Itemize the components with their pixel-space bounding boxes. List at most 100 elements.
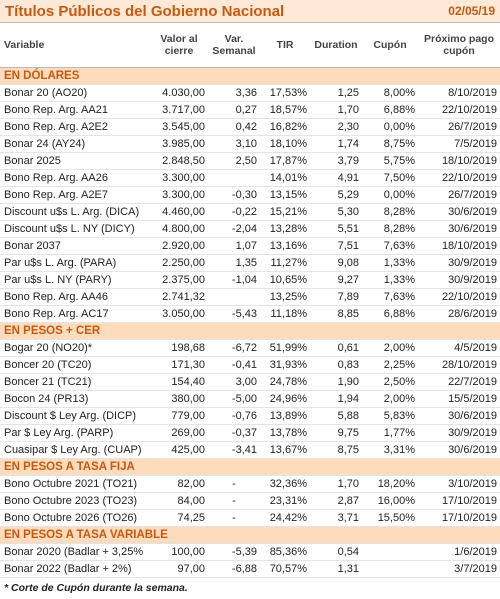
- cell: 1/6/2019: [418, 543, 500, 561]
- data-row: Bono Rep. Arg. AA21 3.717,00 0,27 18,57% 1,7…: [0, 101, 500, 119]
- bond-name: Par u$s L. NY (PARY): [0, 271, 150, 289]
- cell: 30/9/2019: [418, 424, 500, 442]
- cell: 28/6/2019: [418, 305, 500, 323]
- cell: 16,00%: [362, 492, 418, 510]
- cell: 7/5/2019: [418, 135, 500, 153]
- cell: 269,00: [150, 424, 208, 442]
- cell: 8,75%: [362, 135, 418, 153]
- cell: 1,33%: [362, 254, 418, 272]
- data-row: Bono Rep. Arg. A2E7 3.300,00 -0,30 13,15% 5,…: [0, 186, 500, 204]
- cell: 2.250,00: [150, 254, 208, 272]
- cell: 0,00%: [362, 186, 418, 204]
- data-row: Boncer 21 (TC21) 154,40 3,00 24,78% 1,90 2,50…: [0, 373, 500, 391]
- cell: 16,82%: [260, 118, 310, 136]
- cell: 3/10/2019: [418, 475, 500, 493]
- cell: -5,43: [208, 305, 260, 323]
- bond-name: Bono Octubre 2023 (TO23): [0, 492, 150, 510]
- cell: 13,78%: [260, 424, 310, 442]
- data-row: Bocon 24 (PR13) 380,00 -5,00 24,96% 1,94 2,00…: [0, 390, 500, 408]
- cell: 6,88%: [362, 101, 418, 119]
- cell: 30/6/2019: [418, 407, 500, 425]
- data-row: Bonar 2037 2.920,00 1,07 13,16% 7,51 7,63% 18/…: [0, 237, 500, 255]
- bond-name: Par $ Ley Arg. (PARP): [0, 424, 150, 442]
- cell: 3,00: [208, 373, 260, 391]
- cell: -0,22: [208, 203, 260, 221]
- cell: 9,27: [310, 271, 362, 289]
- cell: 3.985,00: [150, 135, 208, 153]
- cell: 2,00%: [362, 390, 418, 408]
- column-header: Próximo pago cupón: [418, 22, 500, 68]
- column-header: Var. Semanal: [208, 22, 260, 68]
- cell: 3.300,00: [150, 186, 208, 204]
- data-row: Bono Octubre 2026 (TO26) 74,25-24,42% 3,71…: [0, 509, 500, 527]
- cell: 1,70: [310, 475, 362, 493]
- cell: 2,87: [310, 492, 362, 510]
- cell: 22/10/2019: [418, 101, 500, 119]
- cell: 22/10/2019: [418, 288, 500, 306]
- section-row: EN PESOS A TASA FIJA: [0, 458, 500, 476]
- cell: 3.050,00: [150, 305, 208, 323]
- cell: -: [208, 492, 260, 510]
- cell: -2,04: [208, 220, 260, 238]
- cell: 8/10/2019: [418, 84, 500, 102]
- cell: 1,90: [310, 373, 362, 391]
- data-row: Bonar 24 (AY24) 3.985,00 3,10 18,10% 1,74 8,7…: [0, 135, 500, 153]
- section-title: EN DÓLARES: [0, 67, 500, 85]
- cell: -5,39: [208, 543, 260, 561]
- cell: 32,36%: [260, 475, 310, 493]
- column-header: Variable: [0, 22, 150, 68]
- bond-name: Boncer 20 (TC20): [0, 356, 150, 374]
- cell: 22/7/2019: [418, 373, 500, 391]
- cell: 2,25%: [362, 356, 418, 374]
- cell: 2.920,00: [150, 237, 208, 255]
- cell: 6,88%: [362, 305, 418, 323]
- bond-name: Discount $ Ley Arg. (DICP): [0, 407, 150, 425]
- cell: 198,68: [150, 339, 208, 357]
- table-body: EN DÓLARES Bonar 20 (AO20) 4.030,00 3,36 17,…: [0, 67, 500, 578]
- cell: 2.375,00: [150, 271, 208, 289]
- cell: 30/9/2019: [418, 254, 500, 272]
- cell: 0,61: [310, 339, 362, 357]
- cell: -: [208, 475, 260, 493]
- bond-name: Bono Rep. Arg. AA26: [0, 169, 150, 187]
- cell: 14,01%: [260, 169, 310, 187]
- cell: 1,07: [208, 237, 260, 255]
- cell: 9,75: [310, 424, 362, 442]
- cell: 18,57%: [260, 101, 310, 119]
- cell: -5,00: [208, 390, 260, 408]
- cell: 1,74: [310, 135, 362, 153]
- cell: 2.848,50: [150, 152, 208, 170]
- cell: 0,42: [208, 118, 260, 136]
- cell: 0,00%: [362, 118, 418, 136]
- cell: 8,75: [310, 441, 362, 459]
- bond-name: Cuasipar $ Ley Arg. (CUAP): [0, 441, 150, 459]
- cell: 28/10/2019: [418, 356, 500, 374]
- cell: 18/10/2019: [418, 152, 500, 170]
- data-row: Discount $ Ley Arg. (DICP) 779,00 -0,76 13,…: [0, 407, 500, 425]
- title-bar: Títulos Públicos del Gobierno Nacional 0…: [0, 0, 500, 22]
- section-title: EN PESOS + CER: [0, 322, 500, 340]
- data-row: Bonar 2022 (Badlar + 2%) 97,00 -6,88 70,57%…: [0, 560, 500, 578]
- cell: 1,35: [208, 254, 260, 272]
- cell: 7,63%: [362, 288, 418, 306]
- cell: 9,08: [310, 254, 362, 272]
- cell: 171,30: [150, 356, 208, 374]
- cell: 2,30: [310, 118, 362, 136]
- cell: 30/6/2019: [418, 441, 500, 459]
- column-header: Duration: [310, 22, 362, 68]
- cell: 425,00: [150, 441, 208, 459]
- cell: 2.741,32: [150, 288, 208, 306]
- cell: 8,28%: [362, 203, 418, 221]
- data-row: Boncer 20 (TC20) 171,30 -0,41 31,93% 0,83 2,2…: [0, 356, 500, 374]
- cell: 13,67%: [260, 441, 310, 459]
- cell: 13,15%: [260, 186, 310, 204]
- cell: 1,33%: [362, 271, 418, 289]
- cell: 5,83%: [362, 407, 418, 425]
- data-row: Bonar 2020 (Badlar + 3,25% 100,00 -5,39 85,…: [0, 543, 500, 561]
- cell: 8,85: [310, 305, 362, 323]
- bond-name: Bonar 2037: [0, 237, 150, 255]
- cell: -0,41: [208, 356, 260, 374]
- cell: 51,99%: [260, 339, 310, 357]
- cell: 4/5/2019: [418, 339, 500, 357]
